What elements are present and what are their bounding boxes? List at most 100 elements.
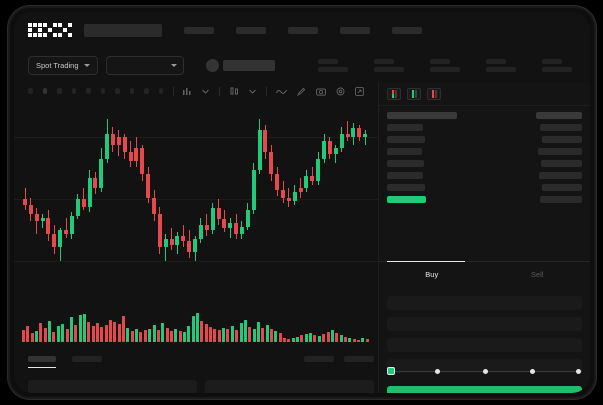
orderbook-row[interactable] xyxy=(387,160,582,167)
pencil-icon[interactable] xyxy=(297,87,306,96)
volume-bar xyxy=(322,333,326,342)
timeframe-button-active[interactable] xyxy=(42,88,48,94)
orderbook-view-modes xyxy=(379,82,590,106)
volume-bar xyxy=(182,331,186,342)
bottom-tab-1[interactable] xyxy=(72,356,102,368)
bottom-action-0[interactable] xyxy=(304,356,334,362)
volume-bar xyxy=(109,320,112,342)
slider-stop-25[interactable] xyxy=(435,368,441,374)
timeframe-button[interactable] xyxy=(86,88,91,94)
active-tab-underline xyxy=(387,260,465,262)
nav-item-3[interactable] xyxy=(340,26,370,34)
volume-bar xyxy=(235,330,239,342)
volume-bar xyxy=(330,330,334,342)
chevron-down-icon xyxy=(83,63,90,67)
volume-bar xyxy=(56,326,60,342)
orderbook-row-highlighted[interactable] xyxy=(387,196,582,203)
volume-bar xyxy=(130,330,134,342)
volume-bar xyxy=(148,328,152,342)
fullscreen-icon[interactable] xyxy=(355,86,364,96)
order-field-1[interactable] xyxy=(387,317,582,331)
timeframe-button[interactable] xyxy=(144,88,149,94)
timeframe-button[interactable] xyxy=(57,88,62,94)
slider-stop-50[interactable] xyxy=(482,368,488,374)
volume-bar xyxy=(161,323,165,342)
volume-bar xyxy=(61,324,65,342)
orderbook-row[interactable] xyxy=(387,136,582,143)
volume-bar xyxy=(204,324,208,342)
orderbook-rows xyxy=(379,106,590,203)
pair-select[interactable] xyxy=(105,55,184,75)
volume-bar xyxy=(317,336,321,342)
volume-bar xyxy=(143,330,147,342)
bottom-action-1[interactable] xyxy=(344,356,374,362)
orderbook-row[interactable] xyxy=(387,148,582,155)
volume-bar xyxy=(35,331,39,342)
candlestick-chart[interactable] xyxy=(14,102,378,302)
volume-bar xyxy=(361,338,365,342)
market-controls-bar: Spot Trading xyxy=(14,50,590,80)
volume-bar xyxy=(296,336,300,342)
volume-bar xyxy=(356,339,360,342)
okx-logo-k xyxy=(43,23,57,37)
okx-logo[interactable] xyxy=(28,23,72,37)
volume-bar xyxy=(135,329,139,342)
settings-gear-icon[interactable] xyxy=(336,87,345,96)
slider-stop-100[interactable] xyxy=(576,368,582,374)
orderbook-row[interactable] xyxy=(387,172,582,179)
chart-gridline xyxy=(14,261,378,263)
nav-item-0[interactable] xyxy=(184,26,214,34)
orderbook-both-icon[interactable] xyxy=(387,88,401,100)
orderbook-row[interactable] xyxy=(387,184,582,191)
orderbook-row[interactable] xyxy=(387,124,582,131)
chevron-down-icon[interactable] xyxy=(248,89,256,94)
orderbook-asks-icon[interactable] xyxy=(427,88,441,100)
nav-item-1[interactable] xyxy=(236,26,266,34)
volume-bar xyxy=(187,326,191,342)
chart-gridline xyxy=(14,199,378,201)
camera-icon[interactable] xyxy=(316,87,326,96)
volume-bar xyxy=(239,323,243,342)
volume-bar xyxy=(91,325,95,342)
volume-bar xyxy=(339,334,343,342)
order-field-2[interactable] xyxy=(387,338,582,352)
search-input[interactable] xyxy=(84,23,162,37)
indicator-line-icon[interactable] xyxy=(276,88,287,95)
trading-mode-dropdown[interactable]: Spot Trading xyxy=(28,55,98,75)
volume-bar xyxy=(335,333,339,342)
chart-type-icon[interactable] xyxy=(230,87,239,95)
volume-bar xyxy=(43,327,47,342)
volume-bar xyxy=(174,329,178,342)
tab-sell[interactable]: Sell xyxy=(530,270,544,279)
timeframe-button[interactable] xyxy=(100,88,106,94)
chevron-down-icon[interactable] xyxy=(202,89,210,94)
timeframe-button[interactable] xyxy=(158,88,164,94)
interval-icon[interactable] xyxy=(183,87,192,95)
volume-bar xyxy=(48,321,52,342)
timeframe-button[interactable] xyxy=(115,88,120,94)
timeframe-button[interactable] xyxy=(129,88,135,94)
market-stats xyxy=(318,58,576,72)
chart-toolbar xyxy=(14,82,378,100)
order-field-0[interactable] xyxy=(387,296,582,310)
bottom-tab-0[interactable] xyxy=(28,356,56,368)
volume-bar xyxy=(287,339,291,342)
volume-bar xyxy=(39,323,43,342)
volume-bar xyxy=(222,328,226,342)
volume-bar xyxy=(352,339,356,342)
amount-slider[interactable] xyxy=(387,367,582,377)
volume-bar xyxy=(191,316,195,342)
tab-buy[interactable]: Buy xyxy=(425,270,439,279)
timeframe-button[interactable] xyxy=(71,88,77,94)
app-screen: Spot Trading xyxy=(14,12,590,393)
volume-bar xyxy=(152,325,156,342)
nav-item-4[interactable] xyxy=(392,26,422,34)
submit-buy-button[interactable] xyxy=(387,386,582,393)
bottom-tabs xyxy=(28,356,374,374)
nav-item-2[interactable] xyxy=(288,26,318,34)
orderbook-bids-icon[interactable] xyxy=(407,88,421,100)
slider-stop-75[interactable] xyxy=(529,368,535,374)
volume-bar xyxy=(74,324,78,342)
timeframe-button[interactable] xyxy=(28,88,33,94)
slider-handle[interactable] xyxy=(387,367,395,375)
